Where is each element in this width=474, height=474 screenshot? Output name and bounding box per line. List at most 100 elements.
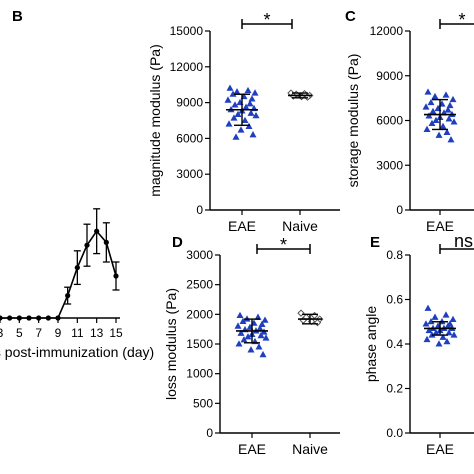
panel-b-eae-point — [251, 89, 259, 96]
panel-d-eae-point — [234, 322, 242, 329]
panel-a-x-tick-label: 15 — [109, 326, 123, 340]
panel-a-data-point — [7, 315, 13, 321]
panel-b-eae-point — [241, 116, 249, 124]
panel-d-eae-point — [255, 343, 263, 350]
panel-a-x-tick-label: 5 — [16, 326, 23, 340]
panel-a-data-point — [26, 315, 32, 321]
panel-a-data-point — [36, 315, 42, 321]
panel-a-data-point — [103, 239, 109, 245]
panel-e-eae-point — [439, 333, 447, 340]
panel-a-data-point — [65, 293, 71, 299]
panel-d-y-tick-label: 1000 — [186, 367, 213, 381]
panel-d-eae-point — [237, 329, 245, 336]
panel-d-significance-label: * — [280, 235, 287, 255]
panel-e-eae-point — [424, 304, 432, 311]
panel-b-eae-point — [230, 114, 238, 121]
panel-c-y-tick-label: 6000 — [376, 114, 403, 128]
panel-c-eae-point — [422, 103, 430, 110]
panel-c-eae-point — [449, 95, 457, 103]
panel-b-eae-point — [229, 90, 237, 97]
panel-b-y-tick-label: 0 — [196, 203, 203, 217]
panel-b-eae-point — [233, 88, 241, 95]
panel-a-data-point — [74, 265, 80, 271]
panel-c-eae-point — [450, 118, 458, 125]
panel-a-data-point — [0, 315, 3, 321]
panel-e-y-tick-label: 0.2 — [386, 382, 403, 396]
panel-c-eae-point — [447, 136, 455, 143]
panel-b-eae-point — [232, 133, 240, 140]
panel-b-y-tick-label: 15000 — [170, 24, 204, 38]
panel-b-eae-point — [225, 120, 233, 127]
panel-a-data-point — [45, 315, 51, 321]
panel-e-eae-point — [450, 331, 458, 338]
panel-b-y-tick-label: 6000 — [176, 131, 203, 145]
panel-d-eae-point — [259, 350, 267, 358]
panel-c-letter: C — [345, 8, 356, 25]
panel-c-eae-point — [428, 119, 436, 127]
panel-a-data-point — [94, 228, 100, 234]
panel-c-y-tick-label: 9000 — [376, 69, 403, 83]
panel-c-eae-point — [427, 98, 435, 106]
panel-c-significance-label: * — [458, 10, 465, 30]
panel-b-eae-point — [234, 110, 242, 118]
panel-c-eae-point — [424, 88, 432, 95]
panel-d-eae-point — [262, 334, 270, 341]
panel-b-eae-point — [242, 103, 250, 110]
panel-e-eae-point — [423, 335, 431, 343]
panel-a-data-point — [55, 315, 61, 321]
panel-b-y-tick-label: 3000 — [176, 167, 203, 181]
panel-c-y-tick-label: 12000 — [370, 24, 404, 38]
panel-d-y-tick-label: 2000 — [186, 307, 213, 321]
panel-b-eae-point — [224, 96, 232, 103]
panel-b-category-label: Naive — [282, 218, 318, 234]
panel-b-eae-point — [248, 95, 256, 102]
panel-e-significance-label: ns — [454, 231, 473, 251]
panel-d-y-tick-label: 0 — [206, 426, 213, 440]
panel-b-eae-point — [246, 100, 254, 107]
panel-d-eae-point — [236, 311, 244, 319]
panel-c-y-tick-label: 0 — [396, 203, 403, 217]
panel-d-naive-point — [297, 309, 305, 317]
panel-b-eae-point — [226, 84, 234, 91]
panel-e-eae-point — [422, 320, 430, 327]
panel-c-eae-point — [439, 122, 447, 129]
panel-e-eae-point — [443, 337, 451, 345]
panel-b-eae-point — [237, 126, 245, 133]
panel-e-eae-point — [425, 326, 433, 334]
panel-c-eae-point — [431, 92, 439, 100]
panel-e-eae-point — [432, 329, 440, 336]
panel-d-eae-point — [254, 313, 262, 320]
panel-c-eae-point — [423, 125, 431, 132]
panel-d-naive-point — [310, 311, 319, 320]
panel-d-letter: D — [172, 234, 183, 251]
panel-b-y-axis-label: magnitude modulus (Pa) — [147, 44, 163, 197]
panel-a-series-line — [0, 229, 117, 319]
panel-b-eae-point — [231, 101, 239, 108]
panel-a-data-point — [113, 273, 119, 279]
panel-d-y-tick-label: 2500 — [186, 278, 213, 292]
panel-a-x-tick-label: 9 — [55, 326, 62, 340]
panel-c-y-axis-label: storage modulus (Pa) — [345, 54, 361, 188]
panel-c-eae-point — [425, 112, 433, 119]
panel-d-y-tick-label: 3000 — [186, 248, 213, 262]
panel-e-y-tick-label: 0.4 — [386, 337, 403, 351]
panel-d-eae-point — [239, 317, 247, 324]
panel-e-eae-point — [431, 313, 439, 320]
panel-a-x-axis-label: Days post-immunization (day) — [0, 344, 154, 360]
panel-d-eae-point — [247, 346, 255, 353]
panel-e-eae-point — [442, 311, 450, 318]
panel-b-y-tick-label: 12000 — [170, 60, 204, 74]
panel-b-eae-point — [249, 131, 257, 138]
panel-a-data-point — [16, 315, 22, 321]
panel-d-category-label: EAE — [238, 441, 266, 457]
panel-c-eae-point — [445, 115, 453, 122]
panel-e-category-label: EAE — [426, 441, 454, 457]
panel-d-y-tick-label: 1500 — [186, 337, 213, 351]
panel-a-x-tick-label: 3 — [0, 326, 4, 340]
panel-d-eae-point — [261, 316, 269, 323]
panel-d-eae-point — [244, 333, 252, 340]
panel-b-eae-point — [252, 111, 260, 119]
panel-a-x-tick-label: 11 — [71, 326, 84, 340]
panel-d-y-axis-label: loss modulus (Pa) — [163, 288, 179, 400]
